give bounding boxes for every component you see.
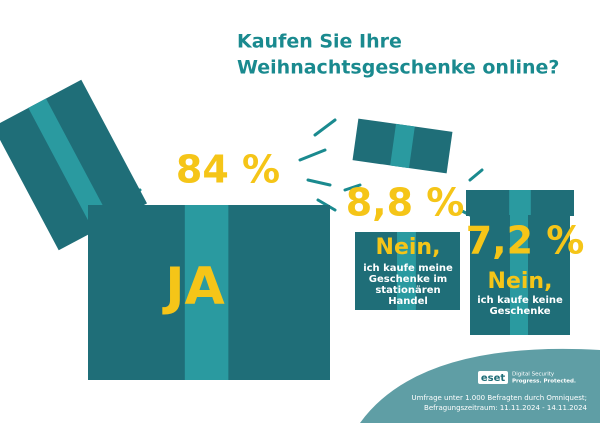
value-label: 8,8 % (346, 181, 465, 225)
logo: eset Digital Security Progress. Protecte… (478, 371, 576, 385)
source-note: Befragungszeitraum: 11.11.2024 - 14.11.2… (424, 404, 588, 412)
logo-tagline: Digital Security (512, 372, 555, 378)
source-note: Umfrage unter 1.000 Befragten durch Omni… (412, 394, 588, 402)
value-label: 84 % (176, 148, 280, 192)
box-ribbon (510, 215, 528, 335)
value-label: 7,2 % (466, 219, 585, 263)
gift-lid (352, 118, 453, 174)
lid-ribbon (390, 123, 415, 169)
box-ribbon (184, 205, 229, 380)
logo-brand: eset (481, 373, 506, 384)
lid-ribbon (28, 98, 112, 232)
box-ribbon (397, 232, 416, 310)
category-label: JA (162, 257, 225, 317)
category-label: Nein, ich kaufe meine Geschenke im stationä… (363, 235, 453, 307)
gift (0, 79, 330, 380)
category-label: Nein, ich kaufe keine Geschenke (477, 269, 563, 317)
lid-ribbon (509, 190, 531, 216)
gift (466, 190, 574, 335)
gift (352, 118, 460, 310)
title-line: Weihnachtsgeschenke online? (237, 57, 559, 79)
title-line: Kaufen Sie Ihre (237, 31, 402, 53)
footer-shape (360, 348, 600, 423)
logo-tagline: Progress. Protected. (512, 379, 576, 385)
gift-lid (466, 190, 574, 216)
